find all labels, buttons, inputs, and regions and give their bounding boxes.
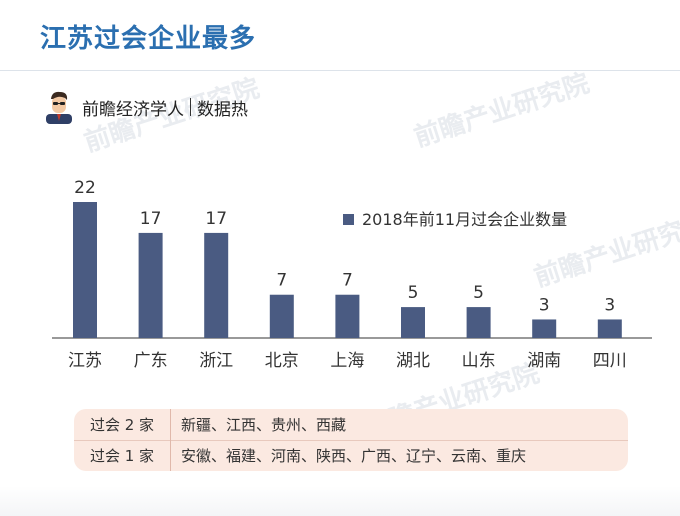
footer-shade [0,486,680,516]
brand-divider [190,98,191,116]
row-label: 过会 2 家 [74,409,171,440]
brand-subtitle: 数据热 [197,99,248,120]
bar [335,294,360,338]
data-label: 3 [604,295,615,315]
data-label: 7 [276,271,287,291]
category-label: 江苏 [68,351,102,371]
avatar-icon [46,91,72,124]
category-label: 上海 [330,351,364,371]
data-label: 5 [408,283,419,303]
category-label: 广东 [134,351,168,371]
bar [73,202,97,338]
data-label: 5 [473,283,484,303]
category-label: 山东 [462,351,496,371]
bar [138,232,163,338]
category-label: 浙江 [199,351,233,371]
page-title: 江苏过会企业最多 [40,24,257,54]
bar [204,232,229,338]
bar [269,294,294,338]
category-label: 北京 [265,351,299,371]
category-label: 四川 [593,351,627,371]
title-divider [0,70,680,71]
data-label: 17 [140,209,162,229]
category-label: 湖北 [396,351,430,371]
data-label: 3 [539,295,550,315]
category-label: 湖南 [527,351,561,371]
data-label: 7 [342,271,353,291]
brand-bar: 前瞻经济学人 数据热 [44,90,248,124]
bar [466,307,491,338]
row-value: 新疆、江西、贵州、西藏 [181,416,347,434]
data-label: 22 [74,178,96,198]
row-value: 安徽、福建、河南、陕西、广西、辽宁、云南、重庆 [181,447,527,465]
table-row: 过会 2 家 新疆、江西、贵州、西藏 [74,409,628,441]
table-row: 过会 1 家 安徽、福建、河南、陕西、广西、辽宁、云南、重庆 [74,440,628,471]
legend-swatch [343,214,354,225]
brand-name: 前瞻经济学人 [82,99,184,120]
bar [401,307,425,338]
bar-chart: 22 江苏 17 广东 17 浙江 7 北京 7 上海 5 湖北 5 山东 3 湖南 3 四川 2018年前11月… [52,178,652,371]
row-label: 过会 1 家 [74,440,171,471]
data-label: 17 [205,209,227,229]
bar [597,319,622,338]
legend-label: 2018年前11月过会企业数量 [362,210,567,229]
summary-table: 过会 2 家 新疆、江西、贵州、西藏 过会 1 家 安徽、福建、河南、陕西、广西… [74,409,628,471]
bar [532,319,557,338]
